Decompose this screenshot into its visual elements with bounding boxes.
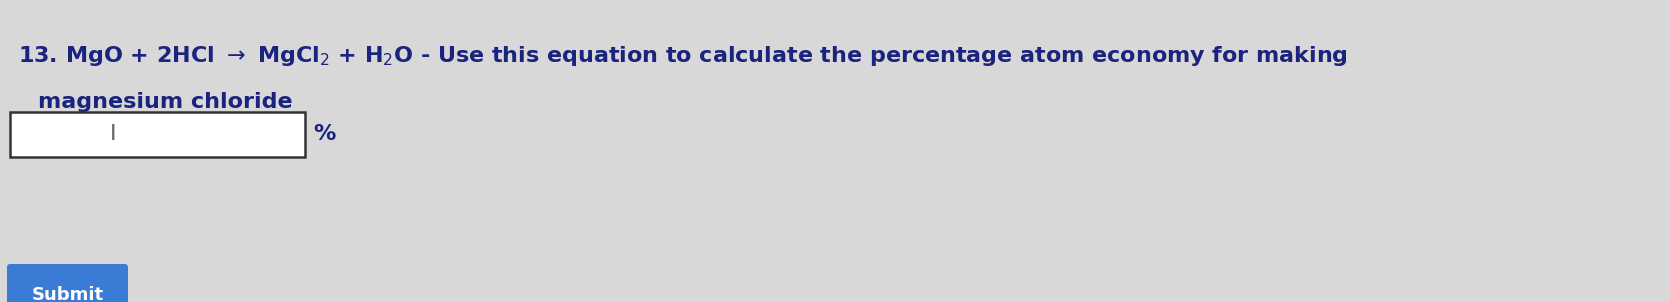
FancyBboxPatch shape	[10, 112, 306, 157]
Text: 13. MgO + 2HCl $\rightarrow$ MgCl$_2$ + H$_2$O - Use this equation to calculate : 13. MgO + 2HCl $\rightarrow$ MgCl$_2$ + …	[18, 44, 1348, 68]
Text: Submit: Submit	[32, 285, 104, 302]
FancyBboxPatch shape	[7, 264, 129, 302]
Text: magnesium chloride: magnesium chloride	[38, 92, 292, 112]
Text: I: I	[110, 124, 117, 144]
Text: %: %	[312, 124, 336, 144]
